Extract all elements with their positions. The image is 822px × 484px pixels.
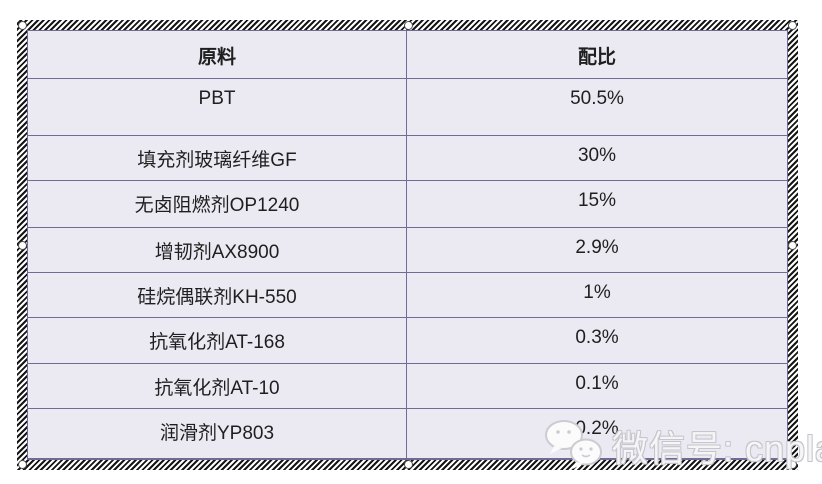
resize-handle-middle-left[interactable] xyxy=(18,241,27,250)
material-cell[interactable]: 抗氧化剂AT-168 xyxy=(28,318,407,364)
ratio-cell[interactable]: 1% xyxy=(407,273,787,318)
material-cell[interactable]: 增韧剂AX8900 xyxy=(28,228,407,273)
resize-handle-bottom-right[interactable] xyxy=(788,460,797,469)
ratio-cell[interactable]: 0.3% xyxy=(407,318,787,364)
material-cell[interactable]: 抗氧化剂AT-10 xyxy=(28,364,407,409)
material-cell[interactable]: 填充剂玻璃纤维GF xyxy=(28,136,407,181)
table-selection-frame[interactable]: 原料 配比 PBT 50.5% 填充剂玻璃纤维GF 30% 无卤阻燃剂OP124… xyxy=(17,20,798,470)
ratio-cell[interactable]: 15% xyxy=(407,181,787,228)
resize-handle-top-center[interactable] xyxy=(403,21,413,30)
material-cell[interactable]: 硅烷偶联剂KH-550 xyxy=(28,273,407,318)
resize-handle-bottom-left[interactable] xyxy=(18,460,27,469)
ratio-cell[interactable]: 50.5% xyxy=(407,79,787,136)
resize-handle-bottom-center[interactable] xyxy=(403,460,413,469)
ratio-cell[interactable]: 30% xyxy=(407,136,787,181)
ratio-cell[interactable]: 2.9% xyxy=(407,228,787,273)
resize-handle-top-left[interactable] xyxy=(18,21,27,30)
formula-table[interactable]: 原料 配比 PBT 50.5% 填充剂玻璃纤维GF 30% 无卤阻燃剂OP124… xyxy=(27,30,788,460)
ratio-cell[interactable]: 0.1% xyxy=(407,364,787,409)
resize-handle-middle-right[interactable] xyxy=(788,241,797,250)
column-header-material[interactable]: 原料 xyxy=(28,31,407,79)
ratio-cell[interactable]: 0.2% xyxy=(407,409,787,459)
resize-handle-top-right[interactable] xyxy=(788,21,797,30)
material-cell[interactable]: PBT xyxy=(28,79,407,136)
material-cell[interactable]: 润滑剂YP803 xyxy=(28,409,407,459)
material-cell[interactable]: 无卤阻燃剂OP1240 xyxy=(28,181,407,228)
column-header-ratio[interactable]: 配比 xyxy=(407,31,787,79)
